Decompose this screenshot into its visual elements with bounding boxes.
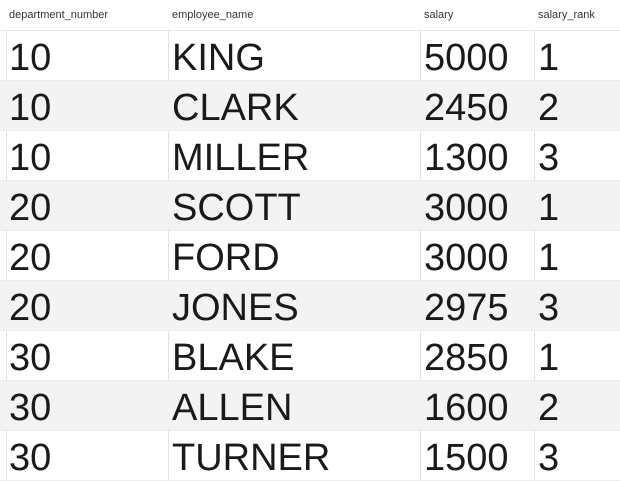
cell-employee-name[interactable]: JONES	[172, 287, 299, 329]
cell-salary[interactable]: 2850	[424, 337, 509, 379]
cell-employee-name[interactable]: BLAKE	[172, 337, 295, 379]
cell-salary[interactable]: 2975	[424, 287, 509, 329]
cell-department-number[interactable]: 20	[9, 287, 52, 329]
cell-department-number[interactable]: 30	[9, 387, 52, 429]
column-divider[interactable]	[168, 0, 169, 481]
cell-salary-rank[interactable]: 3	[538, 137, 560, 179]
column-divider[interactable]	[420, 0, 421, 481]
cell-salary[interactable]: 1600	[424, 387, 509, 429]
cell-salary[interactable]: 1300	[424, 137, 509, 179]
table-row[interactable]: 30 ALLEN 1600 2	[0, 381, 620, 431]
cell-department-number[interactable]: 30	[9, 337, 52, 379]
column-header-salary[interactable]: salary	[424, 9, 454, 21]
cell-salary[interactable]: 3000	[424, 187, 509, 229]
cell-salary-rank[interactable]: 2	[538, 387, 560, 429]
cell-salary[interactable]: 1500	[424, 437, 509, 479]
cell-salary-rank[interactable]: 3	[538, 287, 560, 329]
column-header-salary-rank[interactable]: salary_rank	[538, 9, 595, 21]
column-header-department-number[interactable]: department_number	[9, 9, 109, 21]
cell-employee-name[interactable]: CLARK	[172, 87, 299, 129]
table-row[interactable]: 20 FORD 3000 1	[0, 231, 620, 281]
cell-employee-name[interactable]: FORD	[172, 237, 280, 279]
cell-employee-name[interactable]: TURNER	[172, 437, 331, 479]
table-row[interactable]: 20 SCOTT 3000 1	[0, 181, 620, 231]
table-row[interactable]: 10 KING 5000 1	[0, 31, 620, 81]
cell-salary-rank[interactable]: 1	[538, 237, 560, 279]
cell-salary-rank[interactable]: 3	[538, 437, 560, 479]
cell-salary-rank[interactable]: 1	[538, 187, 560, 229]
cell-employee-name[interactable]: KING	[172, 37, 265, 79]
cell-department-number[interactable]: 20	[9, 187, 52, 229]
cell-employee-name[interactable]: ALLEN	[172, 387, 293, 429]
table-row[interactable]: 10 CLARK 2450 2	[0, 81, 620, 131]
table-row[interactable]: 30 BLAKE 2850 1	[0, 331, 620, 381]
cell-department-number[interactable]: 10	[9, 137, 52, 179]
cell-employee-name[interactable]: SCOTT	[172, 187, 301, 229]
cell-salary-rank[interactable]: 2	[538, 87, 560, 129]
table-row[interactable]: 20 JONES 2975 3	[0, 281, 620, 331]
cell-employee-name[interactable]: MILLER	[172, 137, 310, 179]
column-divider[interactable]	[534, 0, 535, 481]
column-header-employee-name[interactable]: employee_name	[172, 9, 254, 21]
cell-salary[interactable]: 5000	[424, 37, 509, 79]
cell-department-number[interactable]: 10	[9, 37, 52, 79]
table-row[interactable]: 30 TURNER 1500 3	[0, 431, 620, 481]
cell-salary-rank[interactable]: 1	[538, 337, 560, 379]
cell-department-number[interactable]: 30	[9, 437, 52, 479]
table-row[interactable]: 10 MILLER 1300 3	[0, 131, 620, 181]
cell-department-number[interactable]: 20	[9, 237, 52, 279]
cell-salary[interactable]: 2450	[424, 87, 509, 129]
cell-salary-rank[interactable]: 1	[538, 37, 560, 79]
column-header-row: department_number employee_name salary s…	[0, 0, 620, 31]
cell-salary[interactable]: 3000	[424, 237, 509, 279]
cell-department-number[interactable]: 10	[9, 87, 52, 129]
column-divider	[6, 0, 7, 481]
